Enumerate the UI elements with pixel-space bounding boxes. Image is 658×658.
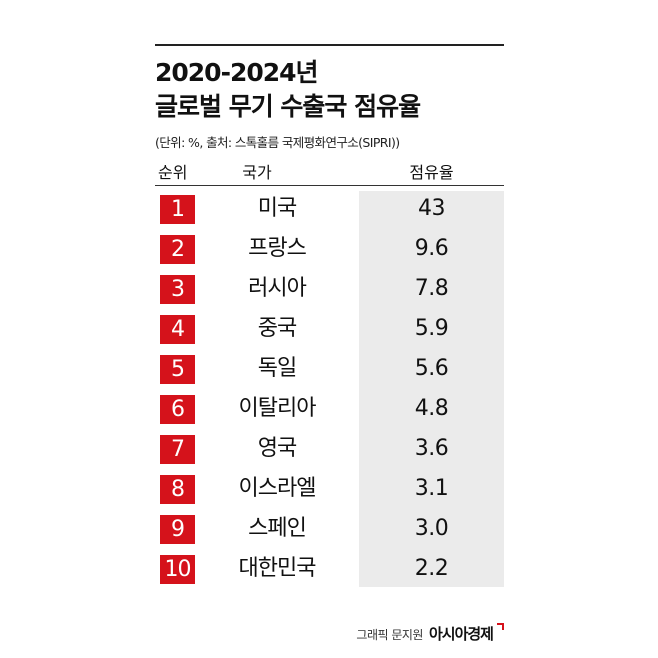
rank-badge: 7 bbox=[160, 435, 195, 464]
country-cell: 대한민국 bbox=[238, 556, 317, 581]
footer-credit: 그래픽 문지원 아시아경제 bbox=[356, 623, 504, 644]
rank-badge: 2 bbox=[160, 235, 195, 264]
subtitle: (단위: %, 출처: 스톡홀름 국제평화연구소(SIPRI)) bbox=[155, 135, 400, 150]
share-value: 3.0 bbox=[414, 516, 449, 541]
share-cell-background bbox=[359, 311, 504, 351]
table-row: 3 러시아 7.8 bbox=[155, 271, 504, 311]
header-share: 점유율 bbox=[409, 163, 454, 182]
country-cell: 이스라엘 bbox=[238, 476, 317, 501]
rank-badge: 1 bbox=[160, 195, 195, 224]
header-rule bbox=[155, 185, 504, 186]
graphic-credit: 그래픽 문지원 bbox=[356, 628, 423, 642]
share-value: 3.6 bbox=[414, 436, 449, 461]
header-country: 국가 bbox=[242, 163, 272, 182]
table-row: 1 미국 43 bbox=[155, 191, 504, 231]
table-row: 8 이스라엘 3.1 bbox=[155, 471, 504, 511]
table-row: 2 프랑스 9.6 bbox=[155, 231, 504, 271]
brand-logo: 아시아경제 bbox=[428, 625, 494, 643]
rank-badge: 10 bbox=[160, 555, 195, 584]
country-cell: 러시아 bbox=[248, 276, 307, 301]
share-cell-background bbox=[359, 351, 504, 391]
share-cell-background bbox=[359, 231, 504, 271]
country-cell: 이탈리아 bbox=[238, 396, 317, 421]
share-cell-background bbox=[359, 191, 504, 231]
share-value: 7.8 bbox=[414, 276, 449, 301]
header-rank: 순위 bbox=[158, 163, 188, 182]
table-row: 6 이탈리아 4.8 bbox=[155, 391, 504, 431]
share-cell-background bbox=[359, 431, 504, 471]
share-cell-background bbox=[359, 391, 504, 431]
rank-badge: 4 bbox=[160, 315, 195, 344]
table-row: 7 영국 3.6 bbox=[155, 431, 504, 471]
table-row: 9 스페인 3.0 bbox=[155, 511, 504, 551]
share-value: 43 bbox=[418, 196, 446, 221]
share-value: 5.9 bbox=[414, 316, 449, 341]
corner-mark-icon bbox=[497, 623, 504, 630]
table-row: 10 대한민국 2.2 bbox=[155, 551, 504, 587]
share-cell-background bbox=[359, 551, 504, 587]
top-rule bbox=[155, 44, 504, 46]
share-value: 2.2 bbox=[414, 556, 449, 581]
share-value: 9.6 bbox=[414, 236, 449, 261]
country-cell: 프랑스 bbox=[248, 236, 307, 261]
title-line-1: 2020-2024년 bbox=[155, 58, 319, 87]
country-cell: 영국 bbox=[257, 436, 297, 461]
title-line-2: 글로벌 무기 수출국 점유율 bbox=[155, 92, 421, 121]
share-cell-background bbox=[359, 471, 504, 511]
country-cell: 스페인 bbox=[248, 516, 307, 541]
share-cell-background bbox=[359, 511, 504, 551]
share-cell-background bbox=[359, 271, 504, 311]
country-cell: 미국 bbox=[257, 196, 297, 221]
table-row: 4 중국 5.9 bbox=[155, 311, 504, 351]
rank-badge: 9 bbox=[160, 515, 195, 544]
share-value: 4.8 bbox=[414, 396, 449, 421]
share-value: 5.6 bbox=[414, 356, 449, 381]
table-header: 순위 국가 점유율 bbox=[155, 157, 504, 182]
rank-badge: 5 bbox=[160, 355, 195, 384]
country-cell: 독일 bbox=[257, 356, 297, 381]
rank-badge: 6 bbox=[160, 395, 195, 424]
share-value: 3.1 bbox=[414, 476, 449, 501]
country-cell: 중국 bbox=[257, 316, 297, 341]
rank-badge: 8 bbox=[160, 475, 195, 504]
rank-badge: 3 bbox=[160, 275, 195, 304]
table-row: 5 독일 5.6 bbox=[155, 351, 504, 391]
